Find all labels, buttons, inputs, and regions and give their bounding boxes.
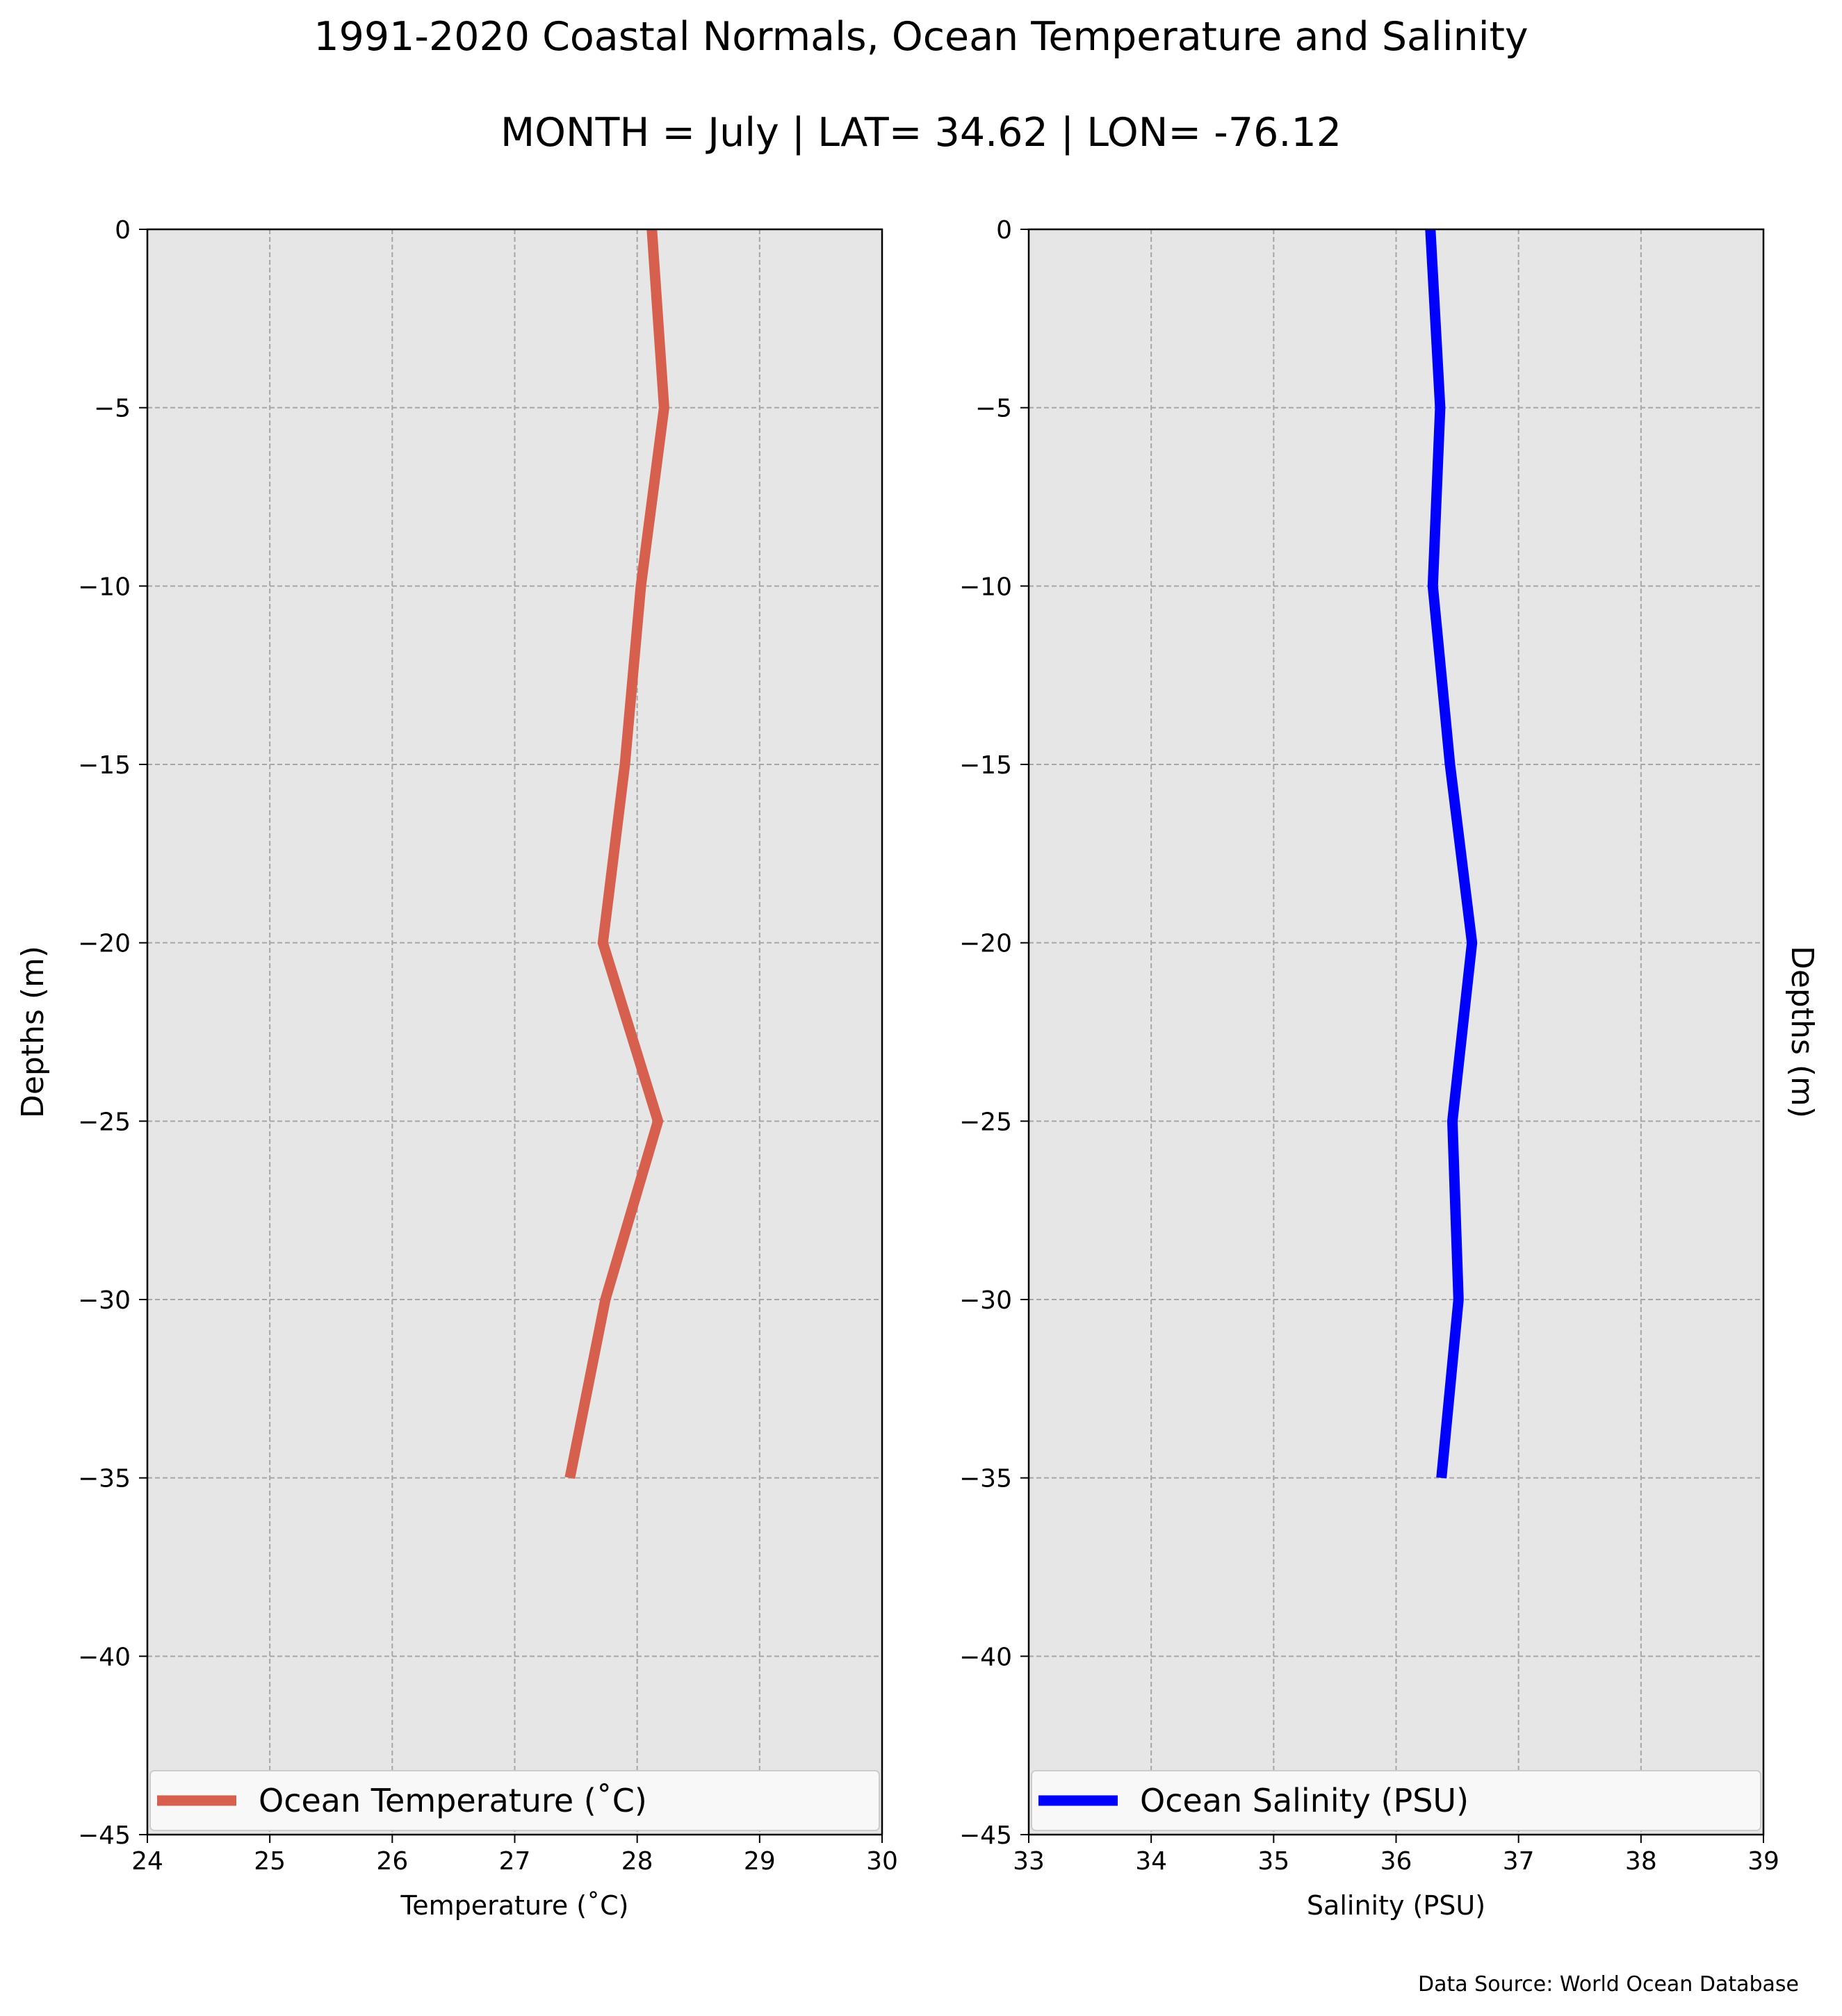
temperature-data-point — [624, 764, 626, 765]
salinity-xtick-label: 33 — [1013, 1847, 1045, 1876]
salinity-xtick-label: 39 — [1747, 1847, 1779, 1876]
temperature-xtick-label: 25 — [254, 1847, 286, 1876]
temperature-xtick-label: 30 — [866, 1847, 898, 1876]
temperature-data-point — [640, 585, 642, 587]
salinity-xtick-label: 36 — [1380, 1847, 1412, 1876]
salinity-series-line — [1425, 229, 1478, 1479]
temperature-ytick-label: −20 — [78, 930, 131, 958]
salinity-ytick-label: 0 — [996, 216, 1012, 245]
temperature-ytick-label: −10 — [78, 573, 131, 601]
temperature-xtick-label: 27 — [499, 1847, 531, 1876]
salinity-ytick-label: −5 — [975, 395, 1012, 423]
salinity-ytick-label: −45 — [959, 1821, 1012, 1850]
chart-subtitle: MONTH = July | LAT= 34.62 | LON= -76.12 — [500, 110, 1342, 156]
salinity-ytick-label: −30 — [959, 1286, 1012, 1315]
temperature-ytick-label: −25 — [78, 1108, 131, 1136]
temperature-panel: Ocean Temperature (˚C) 24 25 26 27 28 29 30 0 −5 −… — [15, 216, 898, 1921]
salinity-ytick-label: −10 — [959, 573, 1012, 601]
temperature-xtick-label: 26 — [376, 1847, 408, 1876]
temperature-ytick-label: 0 — [115, 216, 131, 245]
temperature-legend-label: Ocean Temperature (˚C) — [259, 1782, 647, 1819]
temperature-series-line — [564, 229, 669, 1480]
temperature-ytick-label: −15 — [78, 751, 131, 780]
temperature-ytick-label: −40 — [78, 1643, 131, 1671]
temperature-data-point — [663, 407, 665, 409]
salinity-ytick-label: −15 — [959, 751, 1012, 780]
temperature-yaxis-label: Depths (m) — [15, 946, 51, 1118]
salinity-xtick-label: 38 — [1625, 1847, 1657, 1876]
chart-title: 1991-2020 Coastal Normals, Ocean Tempera… — [313, 14, 1529, 60]
data-source-note: Data Source: World Ocean Database — [1418, 1972, 1799, 1997]
salinity-legend-label: Ocean Salinity (PSU) — [1140, 1782, 1469, 1819]
temperature-legend — [149, 1770, 880, 1831]
salinity-data-point — [1441, 1477, 1442, 1479]
salinity-ytick-label: −25 — [959, 1108, 1012, 1136]
salinity-ytick-label: −35 — [959, 1465, 1012, 1493]
salinity-data-point — [1449, 764, 1451, 765]
salinity-panel: Ocean Salinity (PSU) 33 34 35 36 37 38 39 0 −5 −10… — [959, 216, 1820, 1921]
temperature-ytick-label: −45 — [78, 1821, 131, 1850]
temperature-xtick-label: 24 — [131, 1847, 163, 1876]
salinity-ytick-label: −40 — [959, 1643, 1012, 1671]
temperature-xaxis-label: Temperature (˚C) — [400, 1890, 629, 1921]
temperature-ytick-label: −30 — [78, 1286, 131, 1315]
salinity-xtick-label: 34 — [1135, 1847, 1167, 1876]
temperature-data-point — [569, 1477, 571, 1479]
salinity-yaxis-label: Depths (m) — [1784, 946, 1820, 1118]
temperature-ytick-label: −35 — [78, 1465, 131, 1493]
salinity-data-point — [1452, 1120, 1453, 1122]
salinity-ytick-label: −20 — [959, 930, 1012, 958]
temperature-ytick-label: −5 — [94, 395, 131, 423]
salinity-xaxis-label: Salinity (PSU) — [1307, 1890, 1485, 1921]
salinity-legend — [1031, 1770, 1761, 1831]
temperature-xtick-label: 28 — [621, 1847, 653, 1876]
salinity-xtick-label: 37 — [1503, 1847, 1535, 1876]
salinity-xtick-label: 35 — [1257, 1847, 1289, 1876]
temperature-xtick-label: 29 — [744, 1847, 776, 1876]
